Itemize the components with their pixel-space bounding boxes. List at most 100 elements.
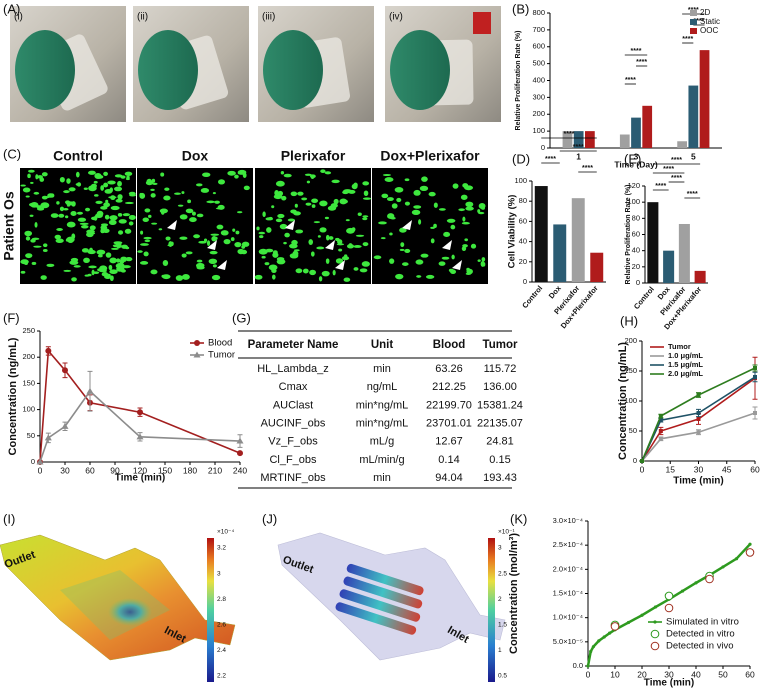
cell	[291, 239, 298, 246]
cell	[181, 191, 185, 194]
x-tick-label: 60	[85, 465, 95, 475]
cell	[152, 182, 158, 185]
cell	[261, 255, 266, 259]
micrograph-title: Control	[53, 148, 103, 164]
cell	[30, 181, 34, 184]
cell	[281, 195, 287, 201]
micrograph	[137, 168, 253, 284]
y-tick-label: 0	[523, 277, 527, 286]
data-point	[745, 548, 755, 557]
y-tick-label: 120	[627, 181, 640, 190]
data-point	[237, 450, 243, 457]
cell	[295, 268, 303, 274]
cell	[391, 203, 398, 209]
cell	[208, 258, 218, 264]
data-point	[136, 433, 144, 440]
cell	[232, 228, 236, 232]
table-cell: 15381.24	[477, 399, 523, 411]
cell	[328, 236, 334, 240]
cell	[380, 237, 386, 240]
data-point	[653, 605, 658, 609]
cell	[143, 251, 149, 257]
cell	[418, 219, 422, 225]
cell	[42, 249, 48, 252]
cell	[212, 192, 216, 195]
data-point	[602, 635, 606, 639]
cell	[254, 274, 263, 280]
cell	[125, 256, 133, 262]
cell	[353, 267, 359, 271]
cell	[237, 211, 243, 214]
cell	[202, 172, 211, 177]
y-tick-label: 50	[629, 426, 637, 435]
data-point	[610, 622, 620, 631]
data-point	[658, 414, 663, 418]
cell	[464, 185, 474, 191]
colorbar-tick-label: 2	[498, 596, 502, 603]
cell	[461, 246, 467, 252]
cell	[179, 214, 188, 220]
data-point	[696, 417, 701, 421]
cell	[333, 198, 339, 205]
data-point	[753, 411, 757, 415]
x-tick-label: 0	[586, 669, 591, 679]
data-point	[664, 603, 674, 613]
cell	[107, 180, 116, 185]
cell	[404, 201, 410, 206]
cell	[170, 241, 174, 246]
y-tick-label: 0	[541, 143, 545, 152]
data-point	[753, 366, 757, 370]
data-point	[696, 411, 701, 415]
cell	[460, 194, 468, 200]
cell	[47, 193, 54, 198]
table-cell: HL_Lambda_z	[257, 363, 329, 375]
bar	[619, 134, 630, 148]
cell	[258, 231, 266, 235]
cell	[63, 207, 69, 211]
cell	[24, 230, 33, 237]
table-cell: 94.04	[435, 472, 463, 484]
legend-label: Detected in vitro	[666, 629, 735, 640]
cell	[438, 261, 446, 266]
y-tick-label: 0	[636, 278, 640, 287]
arrowhead	[285, 220, 295, 230]
cell	[284, 232, 290, 238]
cell	[324, 171, 332, 175]
cell	[362, 242, 369, 247]
y-tick-label: 200	[624, 336, 637, 345]
colorbar-tick-label: 2.4	[217, 647, 226, 654]
x-tick-label: 5	[691, 151, 696, 161]
bar	[590, 252, 604, 282]
cell	[137, 250, 143, 253]
cell	[262, 211, 266, 218]
cell	[396, 197, 402, 203]
y-tick-label: 60	[519, 216, 527, 225]
arrowhead	[217, 260, 227, 270]
cell	[465, 201, 474, 208]
panel-label: (G)	[232, 310, 251, 325]
panel-label: (E)	[624, 151, 641, 166]
cell	[181, 274, 190, 280]
table-cell: 212.25	[432, 381, 466, 393]
cell	[89, 232, 96, 235]
cell	[124, 201, 134, 205]
cell	[114, 186, 123, 192]
cell	[411, 209, 421, 215]
data-point	[236, 437, 244, 444]
y-axis-label: Relative Proliferation Rate (%)	[625, 185, 632, 285]
cell	[122, 265, 131, 269]
cell	[361, 261, 370, 267]
cell	[399, 227, 407, 233]
data-point	[608, 631, 612, 635]
y-axis-label: Concentration (ng/mL)	[7, 337, 19, 455]
cell	[384, 177, 394, 183]
colorbar-tick-label: 3	[217, 570, 221, 577]
cell	[31, 261, 37, 266]
table-cell: min*ng/mL	[356, 418, 409, 430]
colorbar-tick-label: 3	[498, 545, 502, 552]
cell	[309, 269, 317, 276]
cell	[73, 265, 81, 268]
significance-label: ****	[682, 36, 693, 43]
cell	[419, 185, 429, 191]
